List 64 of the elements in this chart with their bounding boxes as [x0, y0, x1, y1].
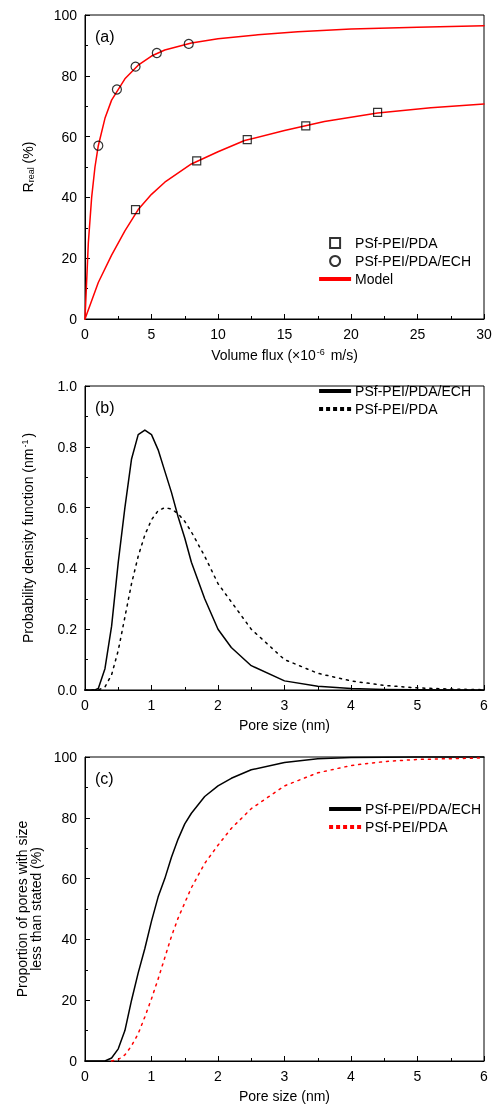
legend-label: PSf-PEI/PDA/ECH: [365, 801, 481, 817]
point: [183, 38, 194, 49]
x-axis-title: Pore size (nm): [238, 717, 331, 733]
y-tick-label: 40: [61, 189, 78, 206]
annotation: (b): [95, 398, 115, 416]
y-tick-label: 0.8: [57, 438, 78, 455]
x-tick-label: 4: [347, 697, 356, 713]
x-tick-label: 6: [480, 1068, 489, 1084]
x-tick-label: 1: [147, 697, 156, 713]
point: [130, 204, 141, 215]
y-tick-label: 80: [61, 809, 78, 826]
x-tick-label: 5: [413, 697, 422, 713]
annotation: (a): [95, 27, 115, 45]
x-tick-label: 5: [413, 1068, 422, 1084]
legend-label: PSf-PEI/PDA/ECH: [355, 253, 471, 269]
y-tick-label: 0.6: [57, 499, 78, 516]
x-tick-label: 25: [409, 326, 426, 342]
point: [242, 135, 252, 145]
y-tick-label: 0: [69, 1053, 78, 1069]
x-tick-label: 0: [81, 326, 90, 342]
y-tick-label: 100: [53, 7, 78, 23]
x-tick-label: 0: [81, 697, 90, 713]
y-axis-title: Probability density function (nm-1): [19, 432, 36, 644]
y-tick-label: 60: [61, 128, 78, 145]
point: [373, 107, 383, 117]
y-tick-label: 0: [69, 311, 78, 327]
legend-label: PSf-PEI/PDA/ECH: [355, 383, 471, 399]
y-axis-title: Proportion of pores with size less than stated (%): [13, 820, 44, 998]
y-tick-label: 40: [61, 931, 78, 948]
legend-label: PSf-PEI/PDA: [365, 819, 449, 835]
y-tick-label: 0.4: [57, 560, 78, 577]
x-tick-label: 3: [280, 1068, 289, 1084]
x-tick-label: 6: [480, 697, 489, 713]
y-tick-label: 80: [61, 67, 78, 84]
y-axis-title: Rreal (%): [19, 141, 36, 193]
y-tick-label: 100: [53, 749, 78, 765]
x-tick-label: 5: [147, 326, 156, 342]
x-tick-label: 0: [81, 1068, 90, 1084]
y-tick-label: 0.0: [57, 682, 78, 698]
point: [192, 156, 202, 166]
point: [93, 140, 104, 151]
legend-label: Model: [355, 271, 394, 287]
y-tick-label: 60: [61, 870, 78, 887]
x-tick-label: 4: [347, 1068, 356, 1084]
y-tick-label: 20: [61, 250, 78, 267]
x-tick-label: 10: [210, 326, 226, 342]
y-tick-label: 20: [61, 992, 78, 1009]
point: [301, 121, 311, 131]
y-tick-label: 1.0: [57, 378, 78, 394]
point: [130, 61, 141, 72]
x-tick-label: 1: [147, 1068, 156, 1084]
x-tick-label: 30: [476, 326, 492, 342]
x-axis-title: Pore size (nm): [238, 1088, 331, 1104]
x-tick-label: 2: [214, 1068, 223, 1084]
x-tick-label: 15: [276, 326, 293, 342]
annotation: (c): [95, 769, 114, 787]
point: [111, 84, 123, 95]
x-tick-label: 3: [280, 697, 289, 713]
legend-label: PSf-PEI/PDA: [355, 235, 439, 251]
x-tick-label: 2: [214, 697, 223, 713]
x-tick-label: 20: [343, 326, 359, 342]
y-tick-label: 0.2: [57, 621, 78, 638]
legend-label: PSf-PEI/PDA: [355, 401, 439, 417]
point: [151, 47, 162, 59]
